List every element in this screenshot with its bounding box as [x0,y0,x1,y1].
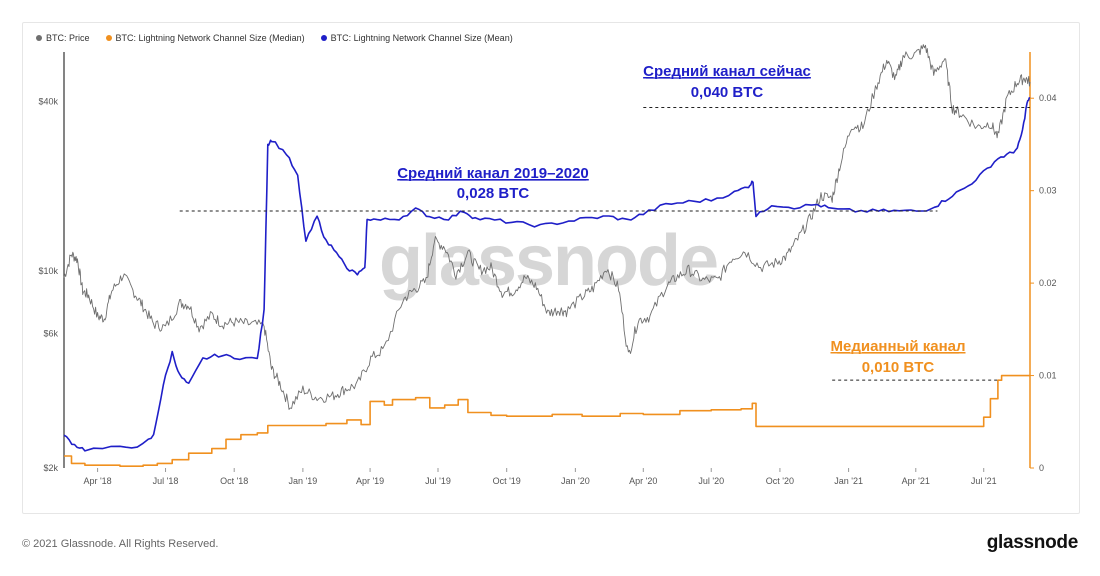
legend-label: BTC: Price [46,33,90,43]
legend-item[interactable]: BTC: Lightning Network Channel Size (Med… [105,33,305,43]
x-tick-label: Jul '21 [971,476,997,486]
footer-copyright: © 2021 Glassnode. All Rights Reserved. [22,538,219,550]
series-line-median [64,374,1030,467]
y-right-tick-label: 0 [1039,463,1044,473]
legend: BTC: Price BTC: Lightning Network Channel… [36,33,513,43]
annotation-value: 0,028 BTC [457,185,530,202]
legend-label: BTC: Lightning Network Channel Size (Med… [115,33,305,43]
annotation-value: 0,040 BTC [691,84,764,101]
annotation-title: Средний канал 2019–2020 [397,165,589,182]
chart: glassnode $2k $6k $10k $40k 0 0.01 0.02 0.03 0.04… [38,44,1057,486]
x-tick-label: Oct '18 [220,476,248,486]
y-right-tick-label: 0.03 [1039,186,1057,196]
x-tick-label: Jan '21 [834,476,863,486]
legend-label: BTC: Lightning Network Channel Size (Mea… [330,33,513,43]
x-tick-label: Jul '20 [698,476,724,486]
x-tick-label: Oct '19 [493,476,521,486]
chart-frame [22,22,1080,514]
x-tick-label: Apr '20 [629,476,657,486]
legend-dot-icon [320,35,327,41]
footer-logo: glassnode [986,532,1079,553]
legend-dot-icon [36,35,42,41]
series-line-price [63,44,1031,410]
x-tick-label: Apr '18 [83,476,111,486]
x-tick-label: Apr '21 [902,476,930,486]
series-line-mean [63,97,1031,452]
x-tick-label: Oct '20 [766,476,794,486]
y-right-tick-label: 0.04 [1039,93,1057,103]
legend-item[interactable]: BTC: Price [36,33,90,43]
x-tick-label: Apr '19 [356,476,384,486]
annotation-title: Медианный канал [830,338,965,355]
legend-dot-icon [105,35,112,41]
x-tick-label: Jan '19 [289,476,318,486]
y-left-tick-label: $2k [43,463,58,473]
x-tick-label: Jul '18 [153,476,179,486]
annotation-value: 0,010 BTC [862,359,935,376]
watermark: glassnode [379,221,717,301]
y-right-tick-label: 0.02 [1039,278,1057,288]
y-left-tick-label: $40k [38,97,58,107]
y-left-tick-label: $6k [43,329,58,339]
y-right-tick-label: 0.01 [1039,371,1057,381]
y-left-tick-label: $10k [38,266,58,276]
annotation-title: Средний канал сейчас [643,63,811,80]
x-tick-label: Jan '20 [561,476,590,486]
legend-item[interactable]: BTC: Lightning Network Channel Size (Mea… [320,33,513,43]
x-tick-label: Jul '19 [425,476,451,486]
